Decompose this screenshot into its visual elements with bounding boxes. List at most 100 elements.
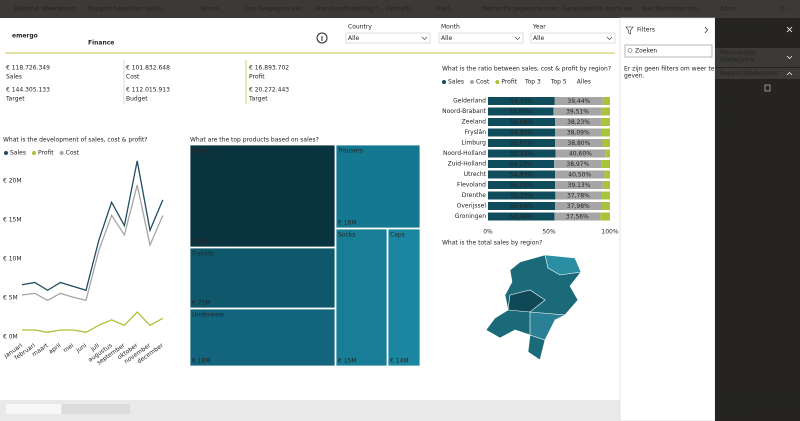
data-label: 38,09% [567,129,590,136]
bar-segment[interactable] [488,149,556,158]
bar-segment[interactable] [488,212,555,221]
search-box[interactable] [624,44,713,58]
personal-bookmarks[interactable] [715,48,800,67]
legend-label[interactable]: Profit [501,79,517,86]
bar-segment[interactable] [555,118,602,126]
tile-value: € 21M [192,300,211,307]
legend-label[interactable]: Sales [448,79,464,86]
bar-segment[interactable] [488,160,555,168]
map-region[interactable] [544,254,582,276]
bar-segment[interactable] [488,97,555,105]
section-header[interactable]: Persoonlijke [720,50,756,57]
bar-segment[interactable] [555,128,602,137]
page-tab[interactable] [62,404,130,414]
toolbar-item[interactable]: Bestand [14,6,39,13]
treemap-tile[interactable] [387,228,421,367]
bar-segment[interactable] [554,160,602,168]
toolbar-button[interactable]: Weergeven [772,85,800,92]
bar-segment[interactable] [602,97,610,105]
help-link[interactable]: Meer informatie over het [720,392,795,399]
bar-segment[interactable] [601,128,610,137]
toolbar-item[interactable]: Abon... [720,6,741,13]
filter-button[interactable]: Top 3 [524,79,541,86]
toolbar-item[interactable]: Aan favorieten toe... [642,6,704,13]
bar-segment[interactable] [605,149,610,158]
bar-segment[interactable] [555,181,603,189]
dropdown-arrow [421,36,428,40]
x-tick-label: 100% [601,229,618,236]
bookmark-item[interactable]: top 3 [720,110,736,117]
bar-segment[interactable] [488,191,556,200]
legend-label[interactable]: Sales [10,150,26,157]
report-bookmarks[interactable] [715,68,800,79]
section-header[interactable]: Rapportbladwijzers [720,70,777,77]
bar-segment[interactable] [602,181,610,189]
filter-button[interactable]: Alles [577,79,591,86]
bar-segment[interactable] [555,202,602,210]
toolbar-item[interactable]: Blad... [436,6,455,13]
tile-label: T-shirts [191,251,214,258]
legend-label[interactable]: Cost [476,79,490,86]
bar-segment[interactable] [601,118,610,126]
legend-label[interactable]: Cost [66,150,80,157]
toolbar-item[interactable]: Een livepagina vas... [245,6,307,13]
map-region[interactable] [529,311,567,341]
bar-segment[interactable] [601,160,610,168]
bookmark-item[interactable]: top 5 [720,121,736,128]
treemap-tile[interactable] [189,247,336,309]
bar-segment[interactable] [488,202,556,210]
tile-value: € 15M [338,358,357,365]
bookmark-item[interactable]: alles [720,99,734,106]
category-label: Zeeland [462,119,487,126]
bar-segment[interactable] [601,202,610,210]
tile-value: € 18M [338,220,357,227]
bar-segment[interactable] [488,139,556,147]
help-link[interactable]: bladwijzers [720,406,754,413]
toolbar-button[interactable]: Toevoegen [727,85,760,92]
bar-segment[interactable] [555,139,603,147]
toolbar-item[interactable]: Weergeven [42,6,76,13]
map-region[interactable] [507,289,546,313]
bar-segment[interactable] [600,212,610,221]
treemap-tile[interactable] [189,308,336,367]
bookmark-item[interactable]: Info [720,132,732,139]
collapse-arrow[interactable] [704,26,708,34]
bar-segment[interactable] [601,191,610,200]
bar-segment[interactable] [553,107,602,116]
bar-segment[interactable] [554,97,603,105]
bar-segment[interactable] [488,118,556,126]
close-button[interactable] [786,26,793,33]
treemap-tile[interactable] [335,144,421,229]
filter-button[interactable]: Top 5 [550,79,567,86]
toolbar-item[interactable]: Metrische gegevens over... [482,6,563,13]
slicer-dropdown[interactable] [438,32,524,44]
bar-segment[interactable] [555,170,605,179]
bar-segment[interactable] [604,170,610,179]
bar-segment[interactable] [488,181,556,189]
bar-segment[interactable] [555,149,606,158]
info-button[interactable] [316,32,328,44]
bar-segment[interactable] [488,107,554,116]
slicer-dropdown[interactable] [530,32,616,44]
toolbar-item[interactable]: Verke... [145,6,168,13]
toolbar-item[interactable]: Opmerki... [386,6,417,13]
bar-segment[interactable] [488,128,556,137]
kpi-value: € 112.015.913 [126,87,170,94]
treemap-tile[interactable] [189,144,336,248]
bar-segment[interactable] [602,139,610,147]
bar-segment[interactable] [601,107,610,116]
toolbar-item[interactable]: Geselateerde items we... [563,6,638,13]
treemap-tile[interactable] [335,228,388,367]
toolbar-item[interactable]: D... [780,6,790,13]
bar-segment[interactable] [488,170,556,179]
help-link[interactable]: maken en bewerken van [720,399,794,406]
toolbar-item[interactable]: Rapport bewerken [88,6,143,13]
slicer-dropdown[interactable] [345,32,431,44]
legend-label[interactable]: Profit [38,150,54,157]
bar-segment[interactable] [555,191,602,200]
page-tab[interactable] [6,404,61,414]
bar-segment[interactable] [554,212,601,221]
toolbar-item[interactable]: Standaardinstelling h... [315,6,385,13]
toolbar-item[interactable]: Vernie... [200,6,225,13]
section-header[interactable]: bladwijzers [720,57,754,64]
